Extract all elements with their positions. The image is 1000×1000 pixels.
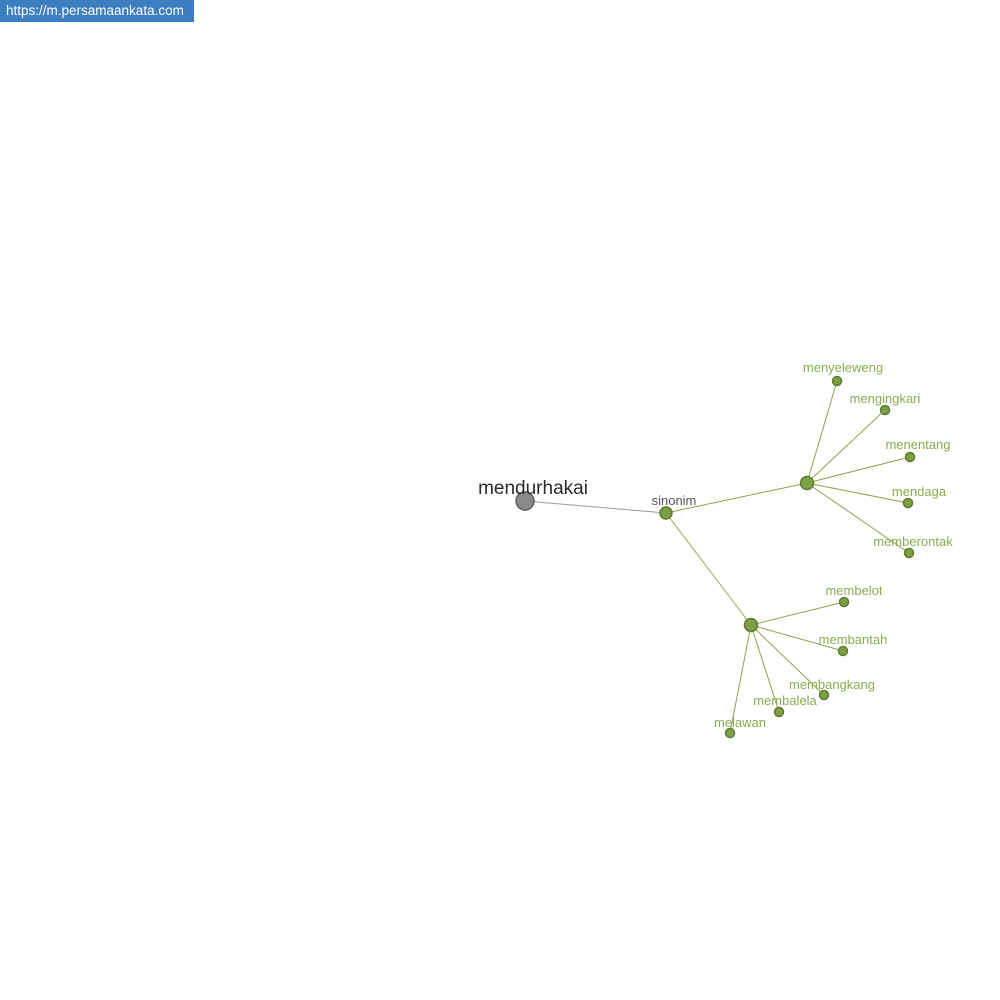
graph-edge-hub-upper-mendaga	[806, 482, 909, 504]
link-status-badge: https://m.persamaankata.com	[0, 0, 194, 22]
graph-label-membelot[interactable]: membelot	[825, 583, 882, 598]
graph-node-sinonim[interactable]	[659, 506, 673, 520]
graph-edge-sinonim-hub-lower	[665, 512, 752, 626]
graph-node-mengingkari[interactable]	[879, 404, 891, 416]
graph-node-membalela[interactable]	[773, 706, 785, 718]
graph-edge-hub-upper-menentang	[806, 456, 911, 484]
graph-edge-hub-upper-memberontak	[806, 482, 910, 554]
graph-node-membelot[interactable]	[838, 596, 850, 608]
graph-node-hub-lower[interactable]	[743, 617, 759, 633]
graph-node-menyeleweng[interactable]	[831, 375, 843, 387]
graph-label-sinonim[interactable]: sinonim	[652, 493, 697, 508]
graph-node-mendaga[interactable]	[902, 497, 914, 509]
graph-edge-hub-upper-menyeleweng	[806, 380, 838, 484]
graph-node-hub-upper[interactable]	[799, 475, 815, 491]
graph-label-membangkang[interactable]: membangkang	[789, 677, 875, 692]
graph-label-menentang[interactable]: menentang	[885, 437, 950, 452]
graph-label-membantah[interactable]: membantah	[819, 632, 888, 647]
graph-label-membalela[interactable]: membalela	[753, 693, 817, 708]
graph-node-mendurhakai[interactable]	[515, 491, 535, 511]
graph-node-memberontak[interactable]	[903, 547, 915, 559]
graph-label-mendaga[interactable]: mendaga	[892, 484, 947, 499]
graph-label-menyeleweng[interactable]: menyeleweng	[803, 360, 883, 375]
graph-edge-hub-upper-mengingkari	[806, 409, 886, 484]
graph-label-mendurhakai[interactable]: mendurhakai	[478, 478, 588, 499]
graph-node-melawan[interactable]	[724, 727, 736, 739]
graph-edge-hub-lower-melawan	[729, 624, 752, 734]
graph-edge-hub-lower-membantah	[750, 624, 844, 652]
graph-edge-sinonim-hub-upper	[665, 482, 808, 514]
graph-node-membantah[interactable]	[837, 645, 849, 657]
graph-label-melawan[interactable]: melawan	[714, 715, 766, 730]
graph-edge-hub-lower-membelot	[750, 601, 845, 626]
graph-edge-hub-lower-membangkang	[750, 624, 825, 696]
graph-edge-hub-lower-membalela	[750, 624, 780, 713]
graph-label-memberontak[interactable]: memberontak	[873, 534, 953, 549]
graph-label-mengingkari[interactable]: mengingkari	[850, 391, 921, 406]
graph-edge-mendurhakai-sinonim	[524, 500, 667, 514]
graph-node-menentang[interactable]	[904, 451, 916, 463]
graph-node-membangkang[interactable]	[818, 689, 830, 701]
